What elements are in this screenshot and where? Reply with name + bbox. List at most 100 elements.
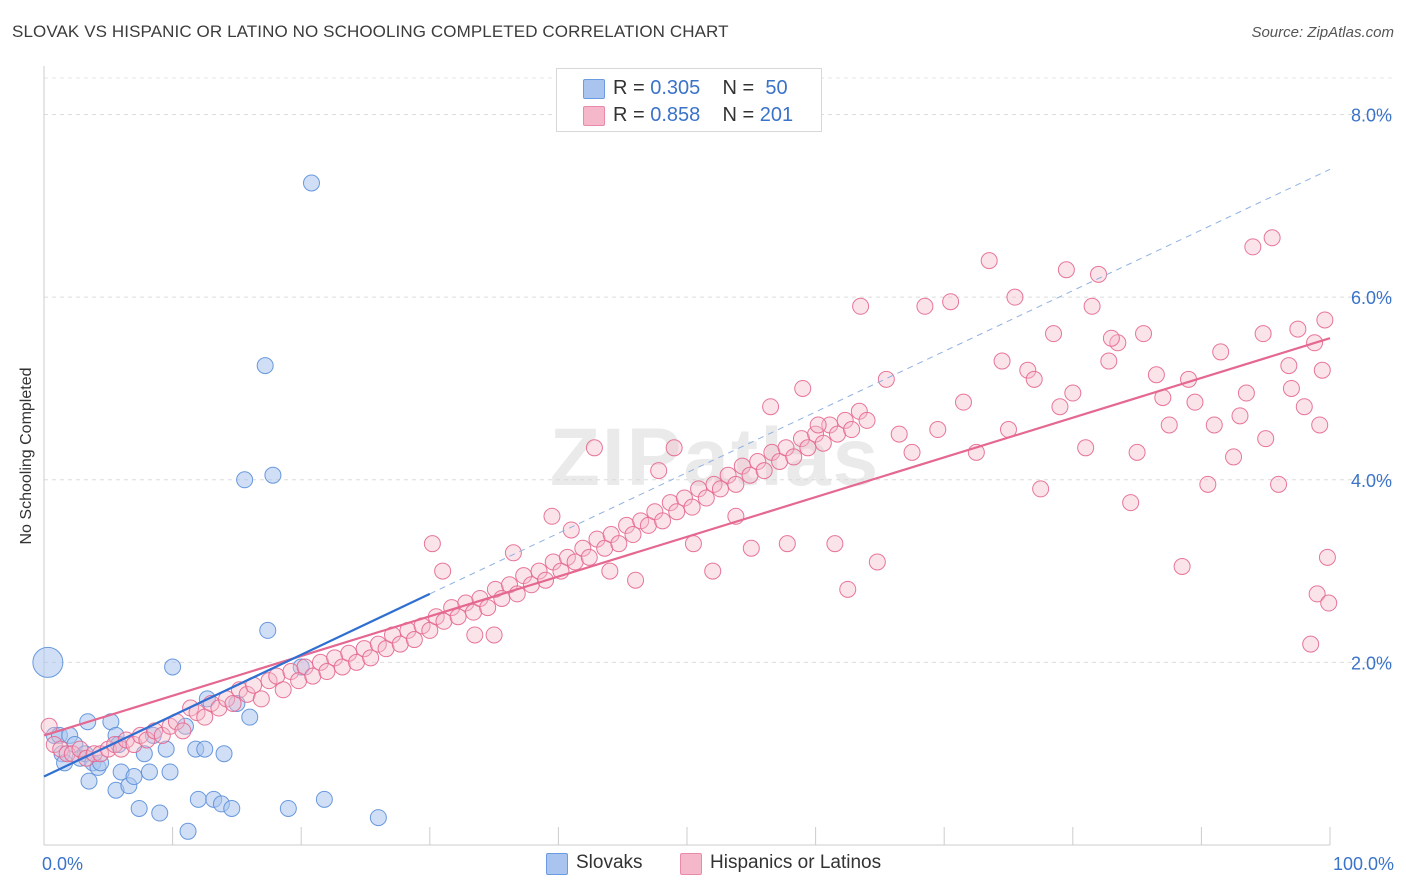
point-hispanic (1057, 261, 1075, 279)
point-slovak (279, 799, 297, 817)
point-hispanic (654, 512, 672, 530)
point-hispanic (1270, 475, 1288, 493)
point-hispanic (479, 599, 497, 617)
x-tick-label: 0.0% (42, 854, 83, 874)
series-slovaks (32, 174, 387, 840)
x-tick-label: 100.0% (1333, 854, 1394, 874)
point-hispanic (1257, 430, 1275, 448)
point-hispanic (1254, 325, 1272, 343)
point-hispanic (224, 694, 242, 712)
point-slovak (369, 809, 387, 827)
point-hispanic (1102, 329, 1120, 347)
point-hispanic (405, 631, 423, 649)
point-hispanic (1160, 416, 1178, 434)
point-slovak (259, 621, 277, 639)
y-tick-label: 4.0% (1351, 471, 1392, 491)
point-hispanic (762, 398, 780, 416)
point-slovak (315, 790, 333, 808)
point-hispanic (814, 434, 832, 452)
point-hispanic (684, 535, 702, 553)
point-hispanic (1122, 494, 1140, 512)
bottom-legend-label: Hispanics or Latinos (710, 852, 882, 873)
legend-text: R = 0.305 N = 50 (613, 77, 788, 99)
point-slovak (179, 822, 197, 840)
point-hispanic (826, 535, 844, 553)
watermark: ZIPatlas (550, 412, 880, 503)
y-tick-label: 8.0% (1351, 106, 1392, 126)
point-hispanic (125, 736, 143, 754)
point-hispanic (627, 571, 645, 589)
point-hispanic (504, 544, 522, 562)
point-slovak (292, 658, 310, 676)
point-hispanic (1186, 393, 1204, 411)
point-hispanic (252, 690, 270, 708)
point-hispanic (836, 411, 854, 429)
point-slovak (256, 357, 274, 375)
point-hispanic (1280, 357, 1298, 375)
point-hispanic (1032, 480, 1050, 498)
point-hispanic (993, 352, 1011, 370)
point-hispanic (1308, 585, 1326, 603)
series-hispanics (40, 229, 1338, 767)
point-hispanic (421, 621, 439, 639)
point-hispanic (543, 507, 561, 525)
point-hispanic (799, 439, 817, 457)
point-hispanic (697, 489, 715, 507)
point-slovak (189, 790, 207, 808)
trend-line-slovaks-extended (429, 168, 1331, 595)
point-slovak (125, 768, 143, 786)
point-hispanic (668, 503, 686, 521)
point-slovak (161, 763, 179, 781)
point-hispanic (1135, 325, 1153, 343)
y-tick-label: 2.0% (1351, 653, 1392, 673)
point-hispanic (852, 297, 870, 315)
point-hispanic (574, 539, 592, 557)
point-slovak (196, 740, 214, 758)
point-hispanic (449, 608, 467, 626)
point-slovak (236, 471, 254, 489)
bottom-legend-swatch-slovaks (546, 853, 568, 875)
point-hispanic (1295, 398, 1313, 416)
point-hispanic (890, 425, 908, 443)
point-hispanic (755, 462, 773, 480)
point-hispanic (423, 535, 441, 553)
point-hispanic (650, 462, 668, 480)
point-hispanic (1045, 325, 1063, 343)
point-hispanic (1090, 265, 1108, 283)
point-hispanic (778, 535, 796, 553)
trend-line-hispanics (43, 337, 1331, 737)
point-slovak (176, 717, 194, 735)
tick-labels: 2.0% 4.0% 6.0% 8.0% 0.0% 100.0% (42, 106, 1394, 874)
point-slovak (151, 804, 169, 822)
point-hispanic (196, 708, 214, 726)
point-hispanic (1244, 238, 1262, 256)
point-hispanic (916, 297, 934, 315)
legend-swatch-slovaks (583, 79, 605, 99)
point-hispanic (562, 521, 580, 539)
point-hispanic (809, 416, 827, 434)
point-hispanic (1263, 229, 1281, 247)
point-hispanic (1237, 384, 1255, 402)
point-slovak (264, 466, 282, 484)
point-hispanic (942, 293, 960, 311)
point-hispanic (727, 475, 745, 493)
source-label: Source: ZipAtlas.com (1251, 24, 1394, 41)
point-hispanic (434, 562, 452, 580)
point-slovak (302, 174, 320, 192)
point-hispanic (1077, 439, 1095, 457)
bottom-legend-label: Slovaks (576, 852, 643, 873)
trend-line-slovaks (43, 592, 431, 778)
point-hispanic (1006, 288, 1024, 306)
point-hispanic (1311, 416, 1329, 434)
point-hispanic (785, 448, 803, 466)
point-hispanic (1064, 384, 1082, 402)
point-hispanic (868, 553, 886, 571)
point-hispanic (1313, 361, 1331, 379)
point-hispanic (610, 535, 628, 553)
chart-title: SLOVAK VS HISPANIC OR LATINO NO SCHOOLIN… (12, 22, 729, 41)
point-slovak (223, 799, 241, 817)
legend-text: R = 0.858 N = 201 (613, 104, 794, 126)
point-hispanic (903, 443, 921, 461)
point-hispanic (1083, 297, 1101, 315)
